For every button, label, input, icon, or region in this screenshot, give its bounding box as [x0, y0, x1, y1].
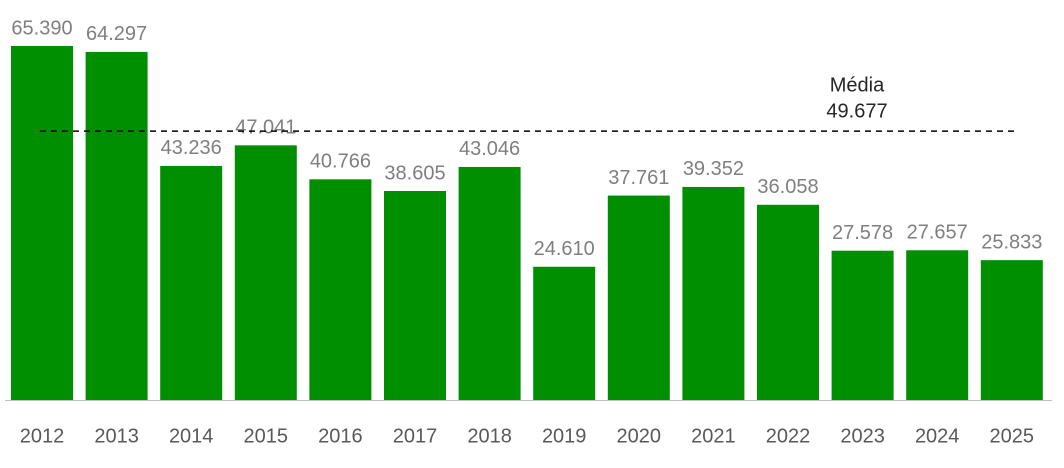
value-label: 37.761	[608, 167, 669, 189]
x-tick-label: 2012	[20, 425, 65, 447]
bar	[160, 165, 223, 400]
value-label: 43.046	[459, 138, 520, 160]
value-label: 65.390	[11, 17, 72, 39]
bar	[682, 186, 745, 400]
value-label: 27.578	[832, 222, 893, 244]
bar	[831, 250, 894, 400]
bar	[757, 204, 819, 400]
bar	[11, 46, 73, 400]
bar	[533, 266, 596, 400]
value-label: 40.766	[310, 151, 371, 173]
value-label: 43.236	[161, 137, 222, 159]
x-tick-label: 2013	[94, 425, 139, 447]
bar	[906, 250, 969, 400]
value-label: 24.610	[534, 238, 595, 260]
value-label: 36.058	[757, 176, 818, 198]
average-value-label: 49.677	[826, 100, 887, 122]
bar	[980, 260, 1043, 400]
value-label: 25.833	[981, 231, 1042, 253]
x-tick-label: 2025	[990, 425, 1035, 447]
x-tick-label: 2020	[617, 425, 662, 447]
x-tick-label: 2022	[766, 425, 811, 447]
bar	[85, 51, 148, 400]
bar	[607, 195, 670, 400]
bar	[458, 166, 521, 400]
x-tick-label: 2021	[691, 425, 736, 447]
average-label: Média	[830, 74, 885, 96]
bar	[384, 191, 446, 400]
x-tick-label: 2015	[244, 425, 289, 447]
value-label: 64.297	[86, 23, 147, 45]
value-label: 39.352	[683, 158, 744, 180]
x-tick-label: 2024	[915, 425, 960, 447]
x-tick-label: 2023	[840, 425, 885, 447]
value-label: 47.041	[235, 117, 296, 139]
x-tick-label: 2016	[318, 425, 363, 447]
bar	[309, 179, 372, 400]
bar	[234, 145, 297, 400]
value-label: 27.657	[907, 222, 968, 244]
x-tick-label: 2018	[467, 425, 512, 447]
value-label: 38.605	[384, 162, 445, 184]
x-tick-label: 2014	[169, 425, 214, 447]
x-tick-label: 2017	[393, 425, 438, 447]
x-tick-label: 2019	[542, 425, 587, 447]
